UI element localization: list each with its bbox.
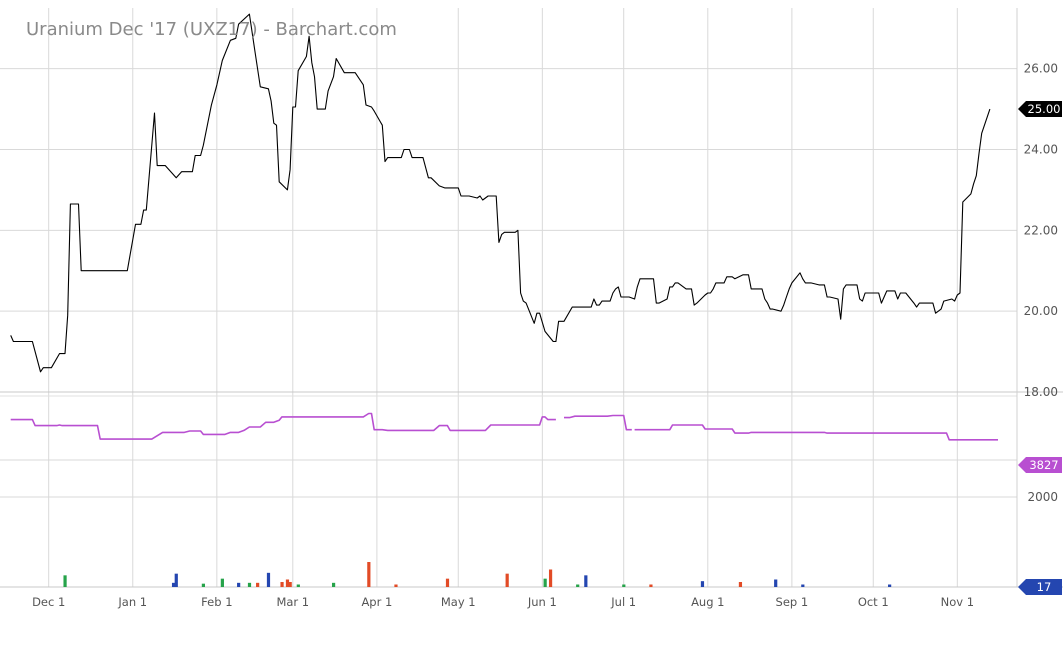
last-open-interest-tag-text: 3827 (1029, 458, 1058, 472)
volume-bar (738, 582, 743, 587)
volume-bar (367, 562, 371, 587)
y-tick-label: 24.00 (1024, 142, 1058, 156)
volume-bar (63, 575, 67, 587)
x-tick-label: Apr 1 (361, 595, 392, 609)
open-interest-line (634, 424, 998, 441)
last-open-interest-tag-shape (1018, 457, 1062, 473)
x-tick-label: May 1 (441, 595, 476, 609)
volume-bar (288, 582, 292, 587)
x-tick-label: Aug 1 (691, 595, 724, 609)
volume-bar (331, 582, 336, 587)
open-interest-series (10, 412, 998, 441)
volume-bar (247, 582, 252, 587)
volume-bar (266, 572, 271, 587)
volume-bar (256, 582, 260, 587)
last-volume-tag: 17 (1018, 579, 1062, 595)
x-tick-label: Mar 1 (276, 595, 309, 609)
x-tick-label: Jan 1 (117, 595, 147, 609)
volume-bar (622, 584, 626, 587)
volume-bar (505, 573, 509, 587)
volume-bar (220, 578, 224, 587)
volume-bars (63, 562, 892, 587)
volume-bar (543, 578, 547, 587)
volume-bar (445, 578, 450, 587)
x-tick-label: Sep 1 (776, 595, 809, 609)
x-tick-label: Dec 1 (32, 595, 65, 609)
last-price-tag-text: 25.00 (1028, 102, 1061, 116)
open-interest-line (10, 412, 556, 440)
last-price-tag: 25.00 (1018, 101, 1062, 118)
volume-bar (774, 579, 778, 587)
x-tick-label: Feb 1 (201, 595, 232, 609)
volume-bar (584, 575, 588, 587)
x-tick-label: Jun 1 (527, 595, 557, 609)
volume-bar (171, 582, 176, 587)
open-interest-line (564, 414, 632, 431)
y-tick-label: 26.00 (1024, 62, 1058, 76)
volume-bar (801, 584, 805, 587)
volume-bar (700, 581, 705, 587)
price-series (10, 13, 991, 373)
volume-bar (174, 573, 178, 587)
volume-bar (576, 584, 580, 587)
last-volume-tag-text: 17 (1037, 580, 1052, 594)
last-open-interest-tag: 3827 (1018, 457, 1062, 473)
axes: Dec 1 Jan 1 Feb 1 Mar 1 Apr 1 May 1 Jun 1 Jul 1… (32, 62, 1062, 609)
grid-layer (0, 8, 1063, 588)
last-price-tag-shape (1018, 101, 1062, 118)
y-tick-label: 20.00 (1024, 304, 1058, 318)
volume-bar (888, 584, 892, 587)
y-tick-label: 22.00 (1024, 223, 1058, 237)
price-line (10, 13, 991, 373)
x-tick-label: Jul 1 (610, 595, 636, 609)
y-tick-label: 2000 (1027, 490, 1058, 504)
volume-bar (548, 569, 553, 587)
volume-bar (394, 584, 398, 587)
y-tick-label: 18.00 (1024, 385, 1058, 399)
x-tick-label: Oct 1 (858, 595, 889, 609)
volume-bar (201, 583, 205, 587)
chart-title: Uranium Dec '17 (UXZ17) - Barchart.com (26, 19, 397, 40)
volume-bar (237, 582, 241, 587)
volume-bar (280, 582, 284, 587)
volume-bar (649, 584, 653, 587)
x-tick-label: Nov 1 (941, 595, 974, 609)
last-volume-tag-shape (1018, 579, 1062, 595)
volume-bar (296, 584, 300, 587)
volume-bar (285, 579, 290, 587)
